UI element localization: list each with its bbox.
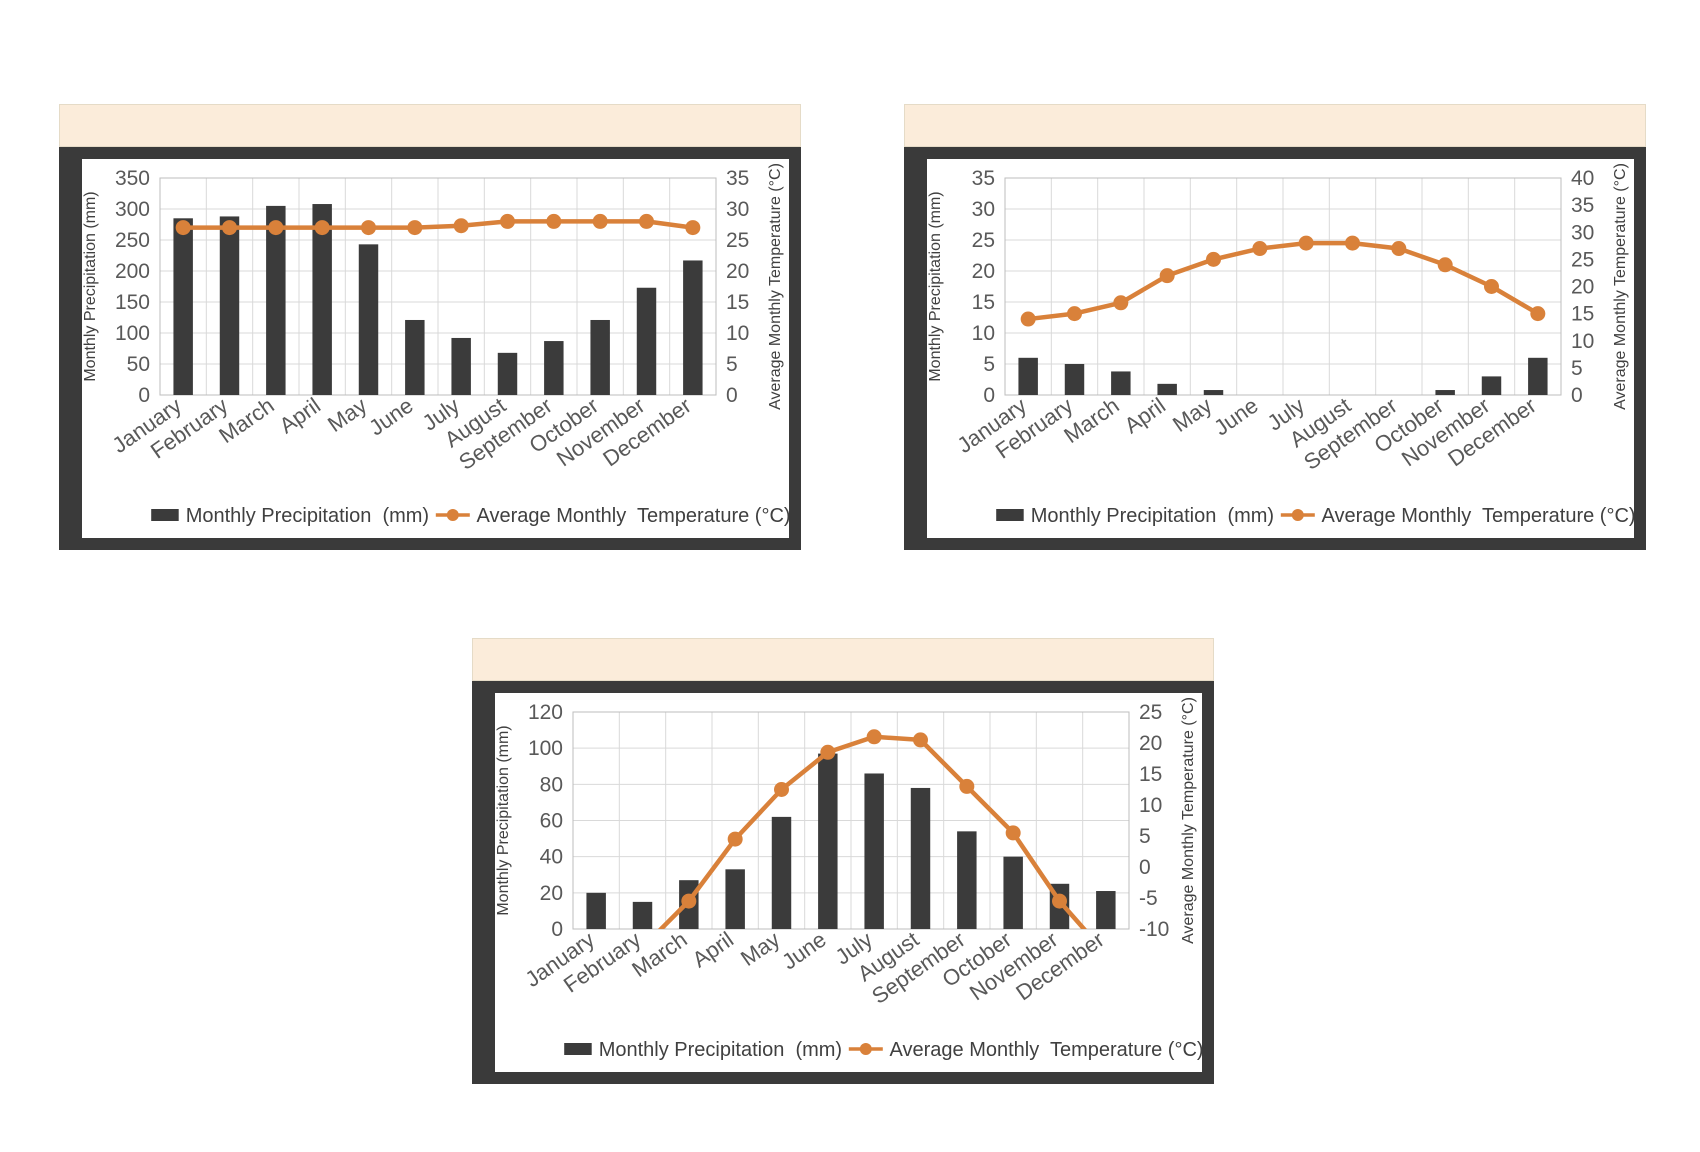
svg-text:15: 15	[971, 291, 994, 314]
svg-text:100: 100	[115, 322, 150, 345]
svg-text:25: 25	[1571, 248, 1594, 271]
svg-text:30: 30	[1571, 221, 1594, 244]
svg-text:20: 20	[539, 882, 562, 905]
svg-text:Average Monthly Temperature (: Average Monthly Temperature (°C)	[767, 163, 784, 410]
svg-text:35: 35	[971, 167, 994, 190]
svg-text:150: 150	[115, 291, 150, 314]
svg-text:120: 120	[528, 701, 563, 724]
svg-text:0: 0	[1571, 384, 1583, 407]
svg-text:25: 25	[1139, 701, 1162, 724]
svg-text:10: 10	[1139, 794, 1162, 817]
svg-text:30: 30	[971, 198, 994, 221]
svg-text:60: 60	[539, 810, 562, 833]
svg-text:15: 15	[1571, 303, 1594, 326]
svg-text:350: 350	[115, 167, 150, 190]
svg-text:Monthly Precipitation (mm): Monthly Precipitation (mm)	[598, 1039, 841, 1061]
svg-text:20: 20	[1139, 732, 1162, 755]
svg-text:40: 40	[539, 846, 562, 869]
svg-text:15: 15	[1139, 763, 1162, 786]
svg-text:20: 20	[726, 260, 749, 283]
svg-text:5: 5	[983, 353, 995, 376]
svg-text:30: 30	[726, 198, 749, 221]
svg-text:0: 0	[1139, 856, 1151, 879]
svg-text:25: 25	[971, 229, 994, 252]
svg-text:10: 10	[726, 322, 749, 345]
svg-text:Monthly Precipitation (mm): Monthly Precipitation (mm)	[495, 726, 512, 916]
svg-text:20: 20	[971, 260, 994, 283]
svg-text:Monthly Precipitation (mm): Monthly Precipitation (mm)	[185, 505, 428, 527]
svg-text:10: 10	[1571, 330, 1594, 353]
svg-text:0: 0	[983, 384, 995, 407]
svg-text:Average Monthly Temperature (: Average Monthly Temperature (°C)	[1321, 505, 1634, 527]
svg-text:35: 35	[1571, 194, 1594, 217]
svg-text:5: 5	[726, 353, 738, 376]
svg-text:250: 250	[115, 229, 150, 252]
svg-text:35: 35	[726, 167, 749, 190]
svg-text:5: 5	[1571, 357, 1583, 380]
svg-text:Average Monthly Temperature (: Average Monthly Temperature (°C)	[476, 505, 789, 527]
svg-text:40: 40	[1571, 167, 1594, 190]
svg-text:0: 0	[726, 384, 738, 407]
svg-text:Monthly Precipitation (mm): Monthly Precipitation (mm)	[82, 191, 99, 381]
svg-text:-5: -5	[1139, 887, 1158, 910]
svg-text:0: 0	[551, 918, 563, 941]
svg-text:Average Monthly Temperature (: Average Monthly Temperature (°C)	[889, 1039, 1202, 1061]
svg-text:200: 200	[115, 260, 150, 283]
svg-text:25: 25	[726, 229, 749, 252]
svg-text:50: 50	[126, 353, 149, 376]
svg-text:Monthly Precipitation (mm): Monthly Precipitation (mm)	[927, 191, 944, 381]
svg-text:Average Monthly Temperature (: Average Monthly Temperature (°C)	[1180, 697, 1197, 944]
svg-text:300: 300	[115, 198, 150, 221]
svg-text:100: 100	[528, 738, 563, 761]
svg-text:-10: -10	[1139, 918, 1169, 941]
svg-text:80: 80	[539, 774, 562, 797]
svg-text:10: 10	[971, 322, 994, 345]
svg-text:Average Monthly Temperature (: Average Monthly Temperature (°C)	[1612, 163, 1629, 410]
svg-text:15: 15	[726, 291, 749, 314]
svg-text:20: 20	[1571, 276, 1594, 299]
svg-text:Monthly Precipitation (mm): Monthly Precipitation (mm)	[1030, 505, 1273, 527]
svg-text:0: 0	[138, 384, 150, 407]
svg-text:5: 5	[1139, 825, 1151, 848]
